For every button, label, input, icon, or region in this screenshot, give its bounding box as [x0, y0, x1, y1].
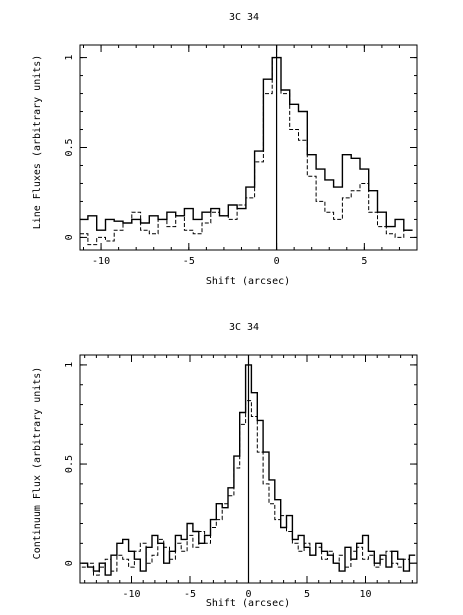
continuum-flux-x-tick-label: 0	[245, 589, 251, 600]
continuum-flux-x-tick-label: 5	[304, 589, 310, 600]
continuum-flux-y-tick-label: 0	[64, 560, 75, 566]
continuum-flux-x-tick-label: -5	[184, 589, 196, 600]
line-flux-panel: 3C 34 0 0.5 1 -10 -5 0 5 Shift (arcsec) Line …	[32, 12, 418, 287]
continuum-flux-y-tick-label: 0.5	[64, 455, 75, 473]
line-flux-x-tick-label: -10	[92, 256, 110, 267]
line-flux-x-tick-label: 5	[361, 256, 367, 267]
line-flux-x-tick-label: -5	[183, 256, 195, 267]
continuum-flux-panel: 3C 34 0 0.5 1 -10 -5 0 5 10 Shift (arcsec) Con…	[32, 322, 418, 609]
continuum-flux-y-axis-label: Continuum Flux (arbitrary units)	[32, 367, 43, 560]
line-flux-y-axis-label: Line Fluxes (arbitrary units)	[32, 55, 43, 230]
line-flux-y-tick-label: 0	[64, 234, 75, 240]
line-flux-y-tick-label: 0.5	[64, 138, 75, 156]
line-flux-dashed-series	[80, 57, 413, 246]
continuum-flux-x-tick-label: -10	[122, 589, 140, 600]
line-flux-y-tick-label: 1	[64, 55, 75, 61]
continuum-flux-y-tick-label: 1	[64, 362, 75, 368]
line-flux-x-axis-label: Shift (arcsec)	[206, 276, 290, 287]
line-flux-plot-frame	[79, 44, 418, 251]
continuum-flux-x-tick-label: 10	[359, 589, 371, 600]
continuum-flux-title: 3C 34	[229, 322, 259, 333]
line-flux-title: 3C 34	[229, 12, 259, 23]
continuum-flux-x-axis-label: Shift (arcsec)	[206, 598, 290, 609]
line-flux-x-tick-label: 0	[274, 256, 280, 267]
